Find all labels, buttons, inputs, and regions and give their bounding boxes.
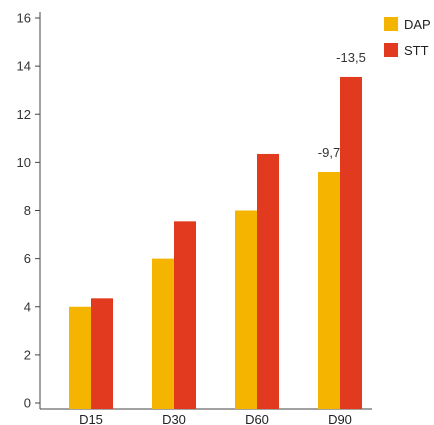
x-tick-label: D90 — [328, 412, 352, 425]
bar-dap-d60 — [235, 210, 257, 409]
bar-stt-d60 — [257, 153, 279, 409]
y-tick-label: 16 — [17, 11, 31, 26]
x-tick-label: D15 — [79, 412, 103, 425]
y-tick-label: 10 — [17, 155, 31, 170]
x-tick-label: D60 — [245, 412, 269, 425]
bar-dap-d30 — [152, 258, 174, 409]
chart-bars — [69, 76, 362, 409]
bar-dap-d90 — [318, 172, 340, 409]
y-tick-label: 14 — [17, 59, 31, 74]
y-tick-label: 6 — [24, 251, 31, 266]
y-tick-label: 0 — [24, 396, 31, 411]
chart-data-labels: -9,7 -13,5 — [318, 50, 366, 160]
chart-axes: 0 2 4 6 8 10 12 14 16 D15 D30 D60 D90 — [17, 11, 372, 425]
y-tick-label: 2 — [24, 347, 31, 362]
bar-stt-d15 — [91, 298, 113, 409]
y-tick-label: 12 — [17, 107, 31, 122]
y-tick-label: 4 — [24, 299, 31, 314]
legend-swatch-stt — [384, 43, 398, 57]
bar-stt-d30 — [174, 221, 196, 409]
y-tick-label: 8 — [24, 203, 31, 218]
data-label: -13,5 — [336, 50, 366, 65]
legend-label-dap: DAP — [404, 17, 431, 32]
bar-stt-d90 — [340, 76, 362, 409]
data-label: -9,7 — [318, 145, 340, 160]
legend-label-stt: STT — [404, 43, 429, 58]
chart-legend: DAP STT — [384, 17, 431, 58]
bar-dap-d15 — [69, 306, 91, 409]
legend-swatch-dap — [384, 17, 398, 31]
x-tick-label: D30 — [162, 412, 186, 425]
